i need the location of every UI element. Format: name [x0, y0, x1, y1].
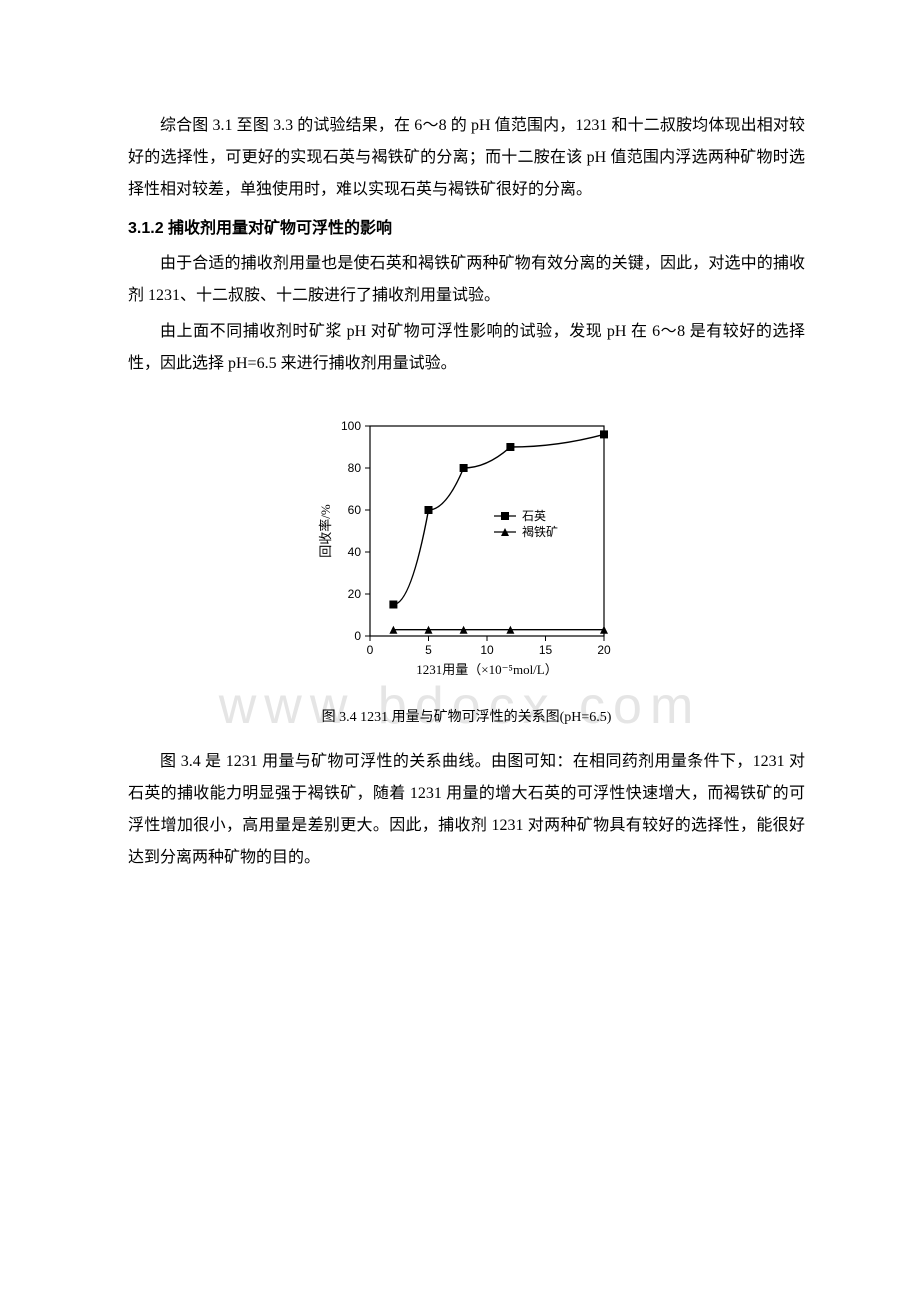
svg-text:15: 15 — [538, 643, 552, 657]
svg-text:褐铁矿: 褐铁矿 — [522, 524, 558, 539]
svg-text:60: 60 — [347, 503, 361, 517]
svg-text:100: 100 — [340, 419, 360, 433]
svg-text:回收率/%: 回收率/% — [318, 504, 333, 558]
svg-text:0: 0 — [366, 643, 373, 657]
page-content: 综合图 3.1 至图 3.3 的试验结果，在 6～8 的 pH 值范围内，123… — [128, 110, 805, 874]
svg-text:0: 0 — [354, 629, 361, 643]
chart-container: 0 5 10 15 20 0 20 40 60 80 100 回收率/% 1231用量（×10⁻⁵mol… — [128, 408, 805, 688]
chart-caption: 图 3.4 1231 用量与矿物可浮性的关系图(pH=6.5) — [128, 706, 805, 726]
paragraph-2: 由于合适的捕收剂用量也是使石英和褐铁矿两种矿物有效分离的关键，因此，对选中的捕收… — [128, 248, 805, 312]
svg-text:80: 80 — [347, 461, 361, 475]
heading-3-1-2: 3.1.2 捕收剂用量对矿物可浮性的影响 — [128, 214, 805, 238]
svg-text:5: 5 — [425, 643, 432, 657]
paragraph-3: 由上面不同捕收剂时矿浆 pH 对矿物可浮性影响的试验，发现 pH 在 6～8 是… — [128, 316, 805, 380]
svg-text:1231用量（×10⁻⁵mol/L）: 1231用量（×10⁻⁵mol/L） — [416, 662, 558, 677]
svg-text:20: 20 — [347, 587, 361, 601]
svg-text:40: 40 — [347, 545, 361, 559]
paragraph-4: 图 3.4 是 1231 用量与矿物可浮性的关系曲线。由图可知：在相同药剂用量条… — [128, 746, 805, 874]
svg-text:20: 20 — [597, 643, 611, 657]
svg-text:10: 10 — [480, 643, 494, 657]
paragraph-1: 综合图 3.1 至图 3.3 的试验结果，在 6～8 的 pH 值范围内，123… — [128, 110, 805, 206]
svg-text:石英: 石英 — [522, 509, 546, 523]
chart-1231-dosage: 0 5 10 15 20 0 20 40 60 80 100 回收率/% 1231用量（×10⁻⁵mol… — [312, 408, 622, 688]
